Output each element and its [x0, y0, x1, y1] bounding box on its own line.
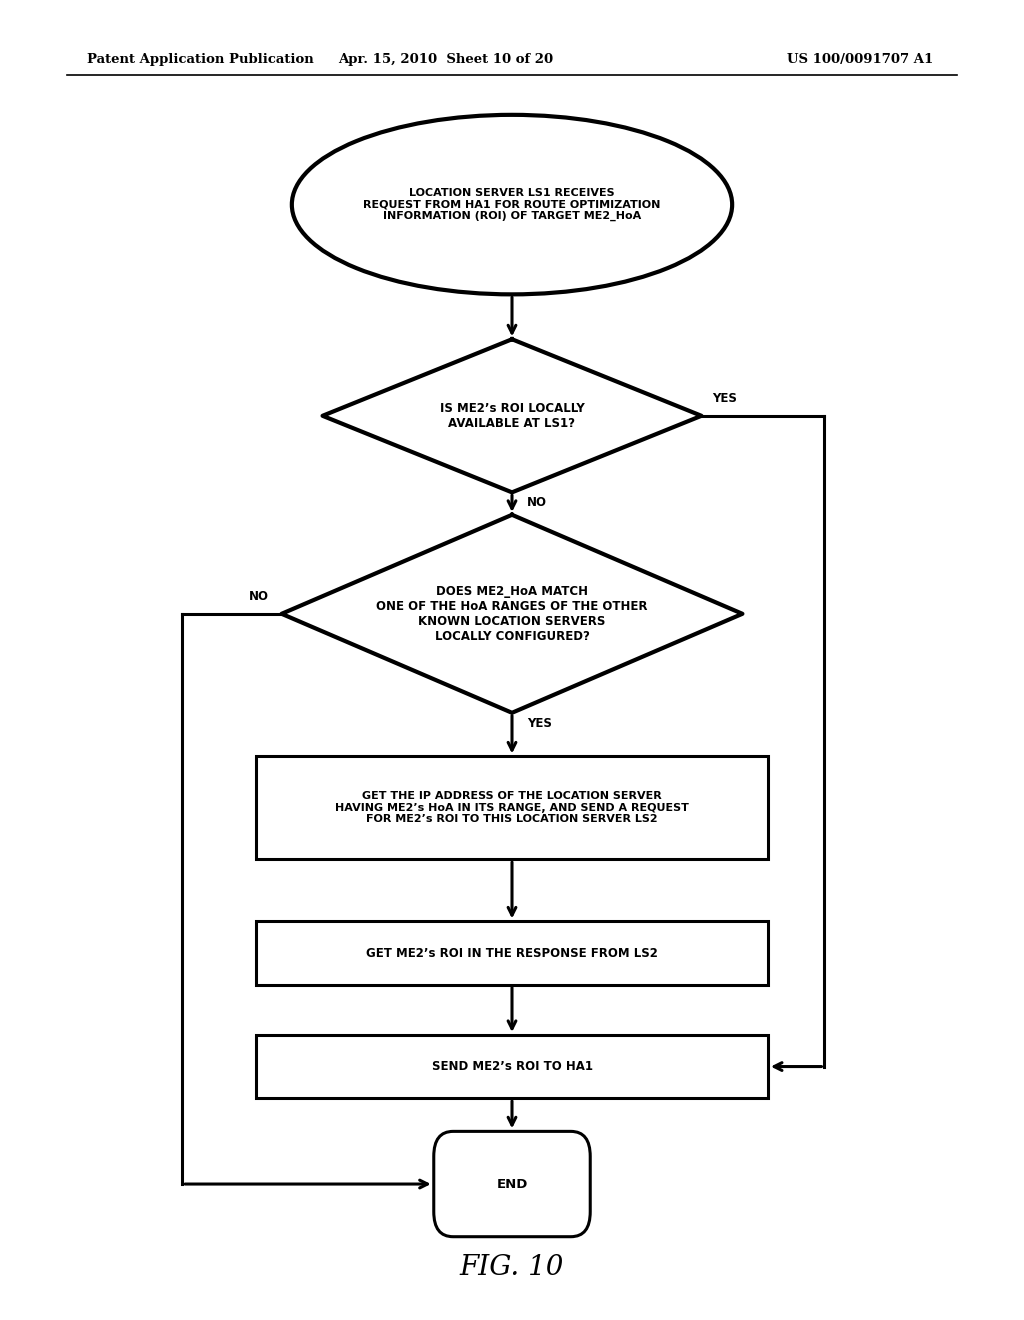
Text: GET ME2’s ROI IN THE RESPONSE FROM LS2: GET ME2’s ROI IN THE RESPONSE FROM LS2 — [366, 946, 658, 960]
Text: NO: NO — [249, 590, 269, 603]
Text: GET THE IP ADDRESS OF THE LOCATION SERVER
HAVING ME2’s HoA IN ITS RANGE, AND SEN: GET THE IP ADDRESS OF THE LOCATION SERVE… — [335, 791, 689, 825]
Text: NO: NO — [527, 496, 548, 510]
Text: DOES ME2_HoA MATCH
ONE OF THE HoA RANGES OF THE OTHER
KNOWN LOCATION SERVERS
LOC: DOES ME2_HoA MATCH ONE OF THE HoA RANGES… — [376, 585, 648, 643]
Text: SEND ME2’s ROI TO HA1: SEND ME2’s ROI TO HA1 — [431, 1060, 593, 1073]
Text: IS ME2’s ROI LOCALLY
AVAILABLE AT LS1?: IS ME2’s ROI LOCALLY AVAILABLE AT LS1? — [439, 401, 585, 430]
Text: Apr. 15, 2010  Sheet 10 of 20: Apr. 15, 2010 Sheet 10 of 20 — [338, 53, 553, 66]
Text: YES: YES — [712, 392, 736, 405]
Text: Patent Application Publication: Patent Application Publication — [87, 53, 313, 66]
Text: YES: YES — [527, 717, 552, 730]
Text: LOCATION SERVER LS1 RECEIVES
REQUEST FROM HA1 FOR ROUTE OPTIMIZATION
INFORMATION: LOCATION SERVER LS1 RECEIVES REQUEST FRO… — [364, 187, 660, 222]
Text: US 100/0091707 A1: US 100/0091707 A1 — [787, 53, 933, 66]
Text: FIG. 10: FIG. 10 — [460, 1254, 564, 1280]
Text: END: END — [497, 1177, 527, 1191]
